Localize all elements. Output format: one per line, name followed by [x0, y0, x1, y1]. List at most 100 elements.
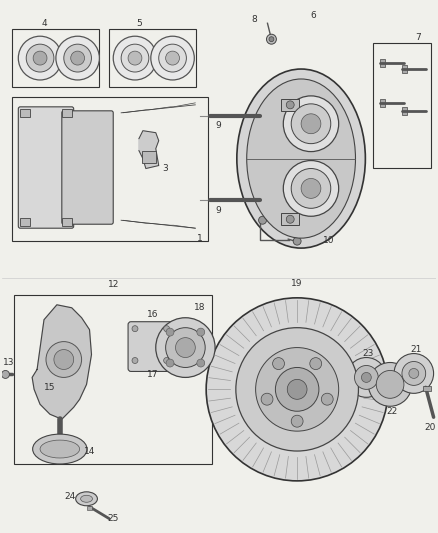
Text: 19: 19	[291, 279, 303, 288]
Circle shape	[376, 370, 404, 398]
Text: 15: 15	[44, 383, 56, 392]
Circle shape	[258, 216, 266, 224]
Circle shape	[197, 328, 205, 336]
Text: 5: 5	[136, 19, 142, 28]
Circle shape	[402, 361, 426, 385]
Circle shape	[394, 353, 434, 393]
Polygon shape	[32, 305, 92, 419]
Text: 1: 1	[198, 233, 203, 243]
Circle shape	[301, 114, 321, 134]
Bar	[142, 151, 156, 163]
Circle shape	[18, 36, 62, 80]
Bar	[423, 386, 431, 391]
Circle shape	[113, 36, 157, 80]
Text: 16: 16	[147, 310, 159, 319]
Circle shape	[64, 44, 92, 72]
Circle shape	[56, 36, 99, 80]
Ellipse shape	[33, 434, 87, 464]
FancyBboxPatch shape	[128, 322, 177, 372]
Ellipse shape	[247, 79, 356, 238]
Circle shape	[132, 358, 138, 364]
Text: 25: 25	[108, 514, 119, 523]
Text: 6: 6	[310, 11, 316, 20]
Ellipse shape	[81, 495, 92, 502]
Circle shape	[276, 367, 319, 411]
Circle shape	[354, 366, 378, 389]
Ellipse shape	[40, 440, 80, 458]
Bar	[109, 29, 196, 87]
Bar	[12, 29, 99, 87]
Circle shape	[368, 362, 412, 406]
Bar	[380, 99, 385, 107]
Circle shape	[261, 393, 273, 405]
Circle shape	[33, 51, 47, 65]
Circle shape	[301, 179, 321, 198]
Circle shape	[291, 104, 331, 144]
Bar	[20, 109, 30, 117]
Bar	[20, 218, 30, 226]
Circle shape	[310, 358, 321, 369]
Text: 8: 8	[252, 15, 258, 24]
Circle shape	[176, 337, 195, 358]
Circle shape	[286, 101, 294, 109]
Bar	[281, 99, 299, 111]
Circle shape	[159, 44, 187, 72]
Circle shape	[128, 51, 142, 65]
Bar	[402, 65, 407, 73]
Bar	[402, 107, 407, 115]
Circle shape	[286, 215, 294, 223]
Text: 17: 17	[147, 370, 159, 379]
Text: 3: 3	[163, 164, 169, 173]
Circle shape	[256, 348, 339, 431]
Circle shape	[283, 96, 339, 151]
Text: 13: 13	[3, 358, 14, 367]
Text: 4: 4	[41, 19, 47, 28]
Circle shape	[156, 318, 215, 377]
Circle shape	[166, 51, 180, 65]
Circle shape	[151, 36, 194, 80]
Circle shape	[287, 379, 307, 399]
Ellipse shape	[237, 69, 365, 248]
Circle shape	[291, 415, 303, 427]
Text: 23: 23	[363, 349, 374, 358]
Circle shape	[266, 34, 276, 44]
Circle shape	[236, 328, 358, 451]
FancyBboxPatch shape	[18, 107, 74, 228]
Circle shape	[71, 51, 85, 65]
Circle shape	[283, 160, 339, 216]
Text: 21: 21	[410, 345, 421, 354]
Polygon shape	[139, 131, 159, 168]
Ellipse shape	[76, 492, 97, 506]
Circle shape	[361, 373, 371, 382]
Circle shape	[272, 358, 284, 369]
Circle shape	[164, 358, 170, 364]
Bar	[14, 295, 212, 464]
Circle shape	[164, 326, 170, 332]
Circle shape	[54, 350, 74, 369]
Text: 24: 24	[64, 492, 75, 502]
FancyBboxPatch shape	[62, 111, 113, 224]
Circle shape	[46, 342, 81, 377]
Text: 22: 22	[386, 407, 398, 416]
Circle shape	[409, 368, 419, 378]
Circle shape	[291, 168, 331, 208]
Bar	[12, 97, 208, 241]
Text: 9: 9	[215, 206, 221, 215]
Text: 18: 18	[194, 303, 205, 312]
Text: 14: 14	[84, 447, 95, 456]
Circle shape	[166, 328, 205, 367]
Circle shape	[121, 44, 149, 72]
Circle shape	[132, 326, 138, 332]
Bar	[281, 213, 299, 225]
Circle shape	[346, 358, 386, 397]
Text: 7: 7	[415, 33, 420, 42]
Bar	[380, 59, 385, 67]
Text: 20: 20	[424, 423, 435, 432]
Text: 9: 9	[215, 121, 221, 130]
Bar	[87, 506, 92, 510]
Circle shape	[1, 370, 9, 378]
Circle shape	[26, 44, 54, 72]
Text: 10: 10	[323, 236, 335, 245]
Text: 12: 12	[108, 280, 119, 289]
Circle shape	[166, 359, 174, 367]
